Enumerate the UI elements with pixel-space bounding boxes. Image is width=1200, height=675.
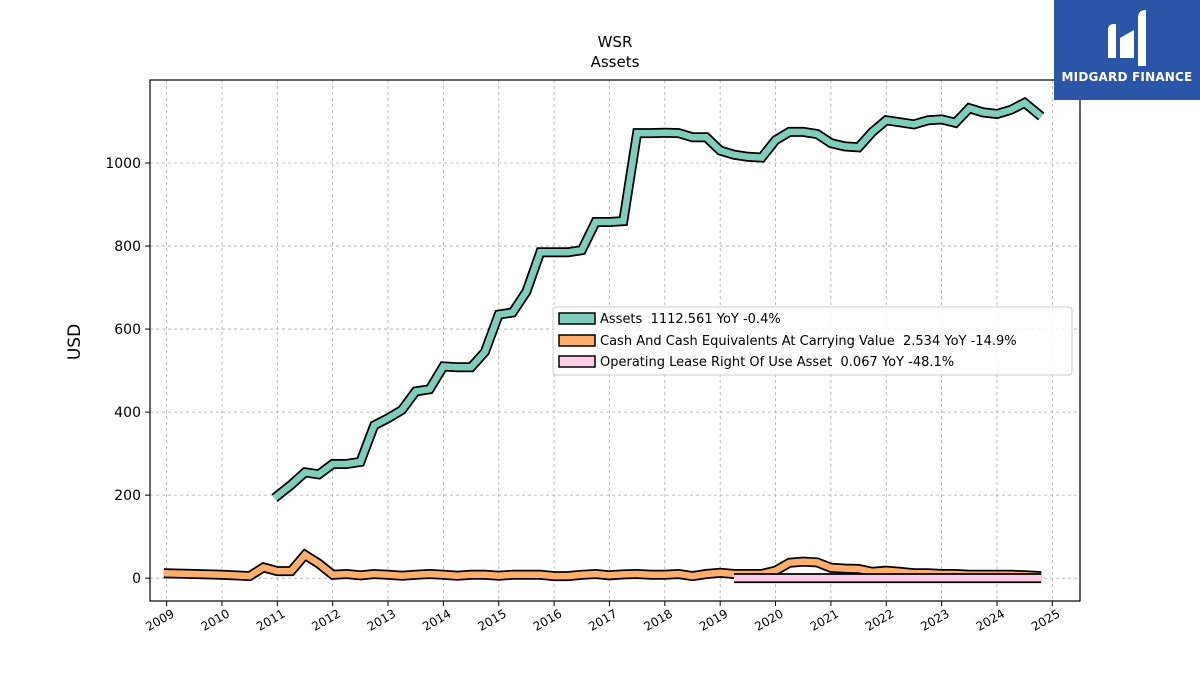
x-tick-label: 2013 — [365, 606, 398, 633]
series-line-assets-outline — [271, 96, 1045, 502]
chart-title: WSR — [598, 33, 633, 51]
logo-mark-icon — [1108, 10, 1146, 66]
x-tick-label: 2017 — [586, 606, 619, 633]
plot-frame — [149, 79, 1081, 602]
brand-logo: MIDGARD FINANCE — [1054, 0, 1200, 100]
axes: 2009 2010 2011 2012 2013 2014 2015 2016 2017 2018… — [105, 156, 1062, 634]
chart-subtitle: Assets — [591, 53, 640, 71]
y-tick-label: 600 — [114, 322, 141, 338]
series-line-cash — [163, 548, 1042, 582]
legend-label-cash: Cash And Cash Equivalents At Carrying Va… — [600, 334, 1017, 349]
legend-swatch-assets — [558, 312, 596, 325]
x-tick-label: 2014 — [420, 606, 453, 633]
x-tick-label: 2024 — [974, 606, 1007, 633]
x-tick-label: 2009 — [143, 606, 176, 633]
x-tick-label: 2019 — [697, 606, 730, 633]
y-tick-label: 400 — [114, 405, 141, 421]
x-tick-label: 2025 — [1029, 606, 1062, 633]
x-tick-label: 2010 — [199, 606, 232, 633]
x-tick-label: 2022 — [863, 606, 896, 633]
y-tick-label: 0 — [132, 571, 141, 587]
y-tick-label: 1000 — [105, 156, 141, 172]
y-tick-label: 800 — [114, 239, 141, 255]
x-tick-label: 2016 — [531, 606, 564, 633]
series-line-cash-fill — [163, 550, 1042, 580]
series-line-assets — [271, 96, 1045, 502]
y-axis-label: USD — [65, 324, 85, 360]
x-tick-label: 2015 — [475, 606, 508, 633]
brand-name: MIDGARD FINANCE — [1061, 70, 1193, 84]
y-tick-label: 200 — [114, 488, 141, 504]
x-tick-label: 2021 — [808, 606, 841, 633]
legend-label-lease: Operating Lease Right Of Use Asset 0.067… — [600, 355, 954, 370]
x-tick-label: 2023 — [918, 606, 951, 633]
series-line-assets-fill — [272, 98, 1044, 501]
x-tick-label: 2018 — [642, 606, 675, 633]
legend: Assets 1112.561 YoY -0.4% Cash And Cash … — [552, 306, 1073, 376]
plot-series — [163, 96, 1045, 584]
legend-swatch-lease — [558, 355, 596, 368]
legend-label-assets: Assets 1112.561 YoY -0.4% — [600, 312, 781, 327]
x-tick-label: 2020 — [752, 606, 785, 633]
x-tick-label: 2012 — [309, 606, 342, 633]
legend-swatch-cash — [558, 334, 596, 347]
legend-box — [552, 306, 1073, 376]
x-tick-label: 2011 — [254, 606, 287, 633]
